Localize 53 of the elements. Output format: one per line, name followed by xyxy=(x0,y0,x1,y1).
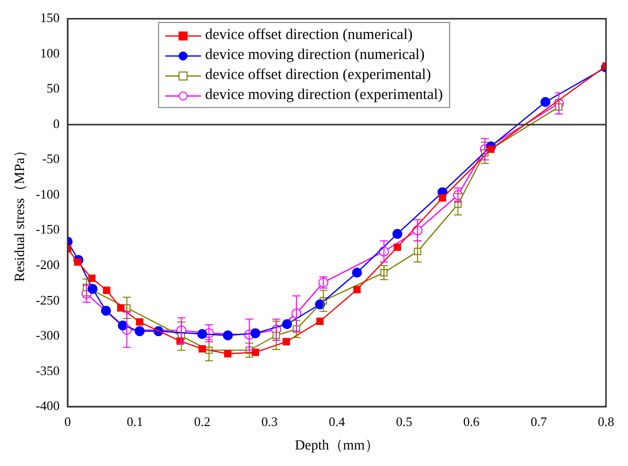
point xyxy=(352,268,362,278)
legend-label: device moving direction (numerical) xyxy=(205,47,425,63)
y-tick-label: -400 xyxy=(36,398,60,414)
x-axis-title: Depth（mm） xyxy=(294,438,379,454)
point xyxy=(117,304,124,312)
y-tick-label: -250 xyxy=(36,292,60,308)
point xyxy=(438,194,446,202)
x-tick-label: 0.1 xyxy=(126,414,144,429)
y-tick-label: -350 xyxy=(36,362,60,378)
x-tick-label: 0.2 xyxy=(194,414,210,429)
point xyxy=(540,97,550,107)
legend-label: device offset direction (experimental) xyxy=(205,67,431,83)
point xyxy=(197,328,208,339)
y-tick-label: 50 xyxy=(46,80,60,96)
y-tick-label: 0 xyxy=(53,116,60,131)
point xyxy=(487,146,495,153)
legend-label: device offset direction (numerical) xyxy=(205,27,413,43)
point xyxy=(282,319,292,330)
point xyxy=(118,320,128,331)
y-tick-label: -150 xyxy=(36,222,60,237)
y-tick-label: -300 xyxy=(36,328,60,343)
point xyxy=(224,350,232,358)
y-tick-label: -50 xyxy=(42,151,60,166)
y-tick-label: 150 xyxy=(40,10,60,26)
point xyxy=(88,284,98,294)
point xyxy=(134,326,145,336)
point xyxy=(102,286,110,294)
x-tick-label: 0 xyxy=(64,414,71,429)
point xyxy=(74,258,82,266)
x-tick-label: 0.8 xyxy=(598,414,614,429)
x-tick-label: 0.6 xyxy=(463,414,480,429)
legend-label: device moving direction (experimental) xyxy=(205,87,443,103)
point xyxy=(88,274,96,282)
point xyxy=(353,286,361,294)
y-tick-label: 100 xyxy=(40,45,60,60)
x-tick-label: 0.4 xyxy=(328,414,346,429)
point xyxy=(100,306,111,316)
x-tick-label: 0.7 xyxy=(530,414,548,429)
point xyxy=(198,345,206,352)
x-tick-label: 0.5 xyxy=(396,414,412,429)
y-tick-label: -100 xyxy=(36,186,60,202)
y-axis-title: Residual stress（MPa） xyxy=(13,144,28,282)
point xyxy=(394,244,402,251)
point xyxy=(316,318,324,325)
point xyxy=(392,228,402,239)
point xyxy=(250,328,260,338)
point xyxy=(282,338,290,346)
point xyxy=(252,348,260,356)
point xyxy=(136,318,144,326)
y-tick-label: -200 xyxy=(36,257,60,272)
x-tick-label: 0.3 xyxy=(261,414,278,429)
point xyxy=(314,299,325,310)
point xyxy=(222,330,233,340)
